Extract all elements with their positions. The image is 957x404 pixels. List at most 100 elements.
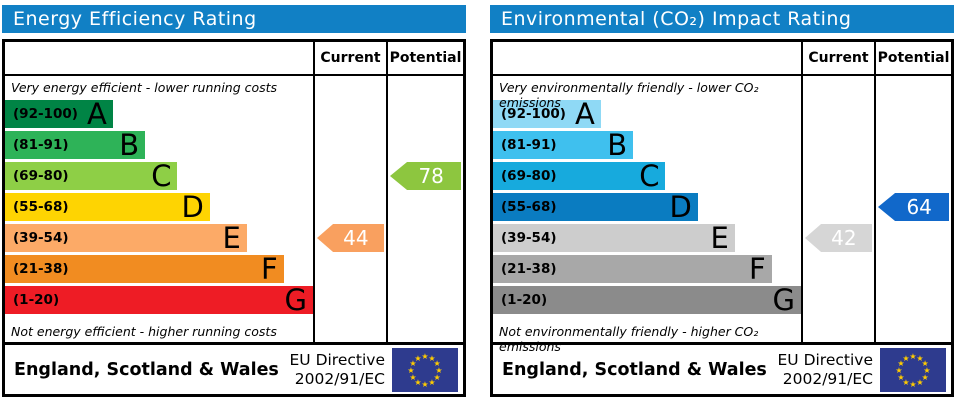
band-letter: A [86, 97, 107, 131]
band-row: (81-91) B [5, 131, 313, 162]
svg-text:★: ★ [922, 373, 929, 382]
svg-text:★: ★ [414, 353, 421, 362]
svg-text:★: ★ [923, 366, 930, 375]
svg-text:★: ★ [434, 373, 441, 382]
band-range: (21-38) [501, 261, 557, 277]
svg-text:★: ★ [421, 380, 428, 389]
eu-directive-line1: EU Directive [289, 350, 386, 369]
band-range: (21-38) [13, 261, 69, 277]
energy-efficiency-panel: Energy Efficiency Rating Current Potenti… [2, 5, 466, 397]
potential-column-header: Potential [874, 42, 951, 74]
band-a: (92-100) A [5, 97, 113, 131]
svg-text:★: ★ [409, 359, 416, 368]
potential-column: 78 [386, 76, 463, 343]
band-row: (81-91) B [493, 131, 801, 162]
band-b: (81-91) B [493, 128, 634, 162]
eu-flag-icon: ★ ★★★★★★★★★★★ [392, 347, 458, 392]
band-g: (1-20) G [493, 286, 801, 315]
band-letter: A [574, 97, 595, 131]
svg-text:★: ★ [407, 366, 414, 375]
bands: (92-100) A (81-91) B (69-80) C [493, 100, 801, 317]
band-range: (55-68) [501, 199, 557, 215]
svg-text:★: ★ [909, 352, 916, 361]
band-row: (39-54) E [493, 224, 801, 255]
band-row: (69-80) C [493, 162, 801, 193]
band-letter: D [669, 190, 692, 224]
band-range: (69-80) [13, 168, 69, 184]
band-letter: F [749, 252, 766, 286]
current-column: 44 [313, 76, 386, 343]
current-column: 42 [801, 76, 874, 343]
band-f: (21-38) F [493, 252, 772, 286]
current-column-header: Current [801, 42, 874, 74]
rating-scale: Very environmentally friendly - lower CO… [493, 76, 801, 354]
eu-directive-line2: 2002/91/EC [294, 369, 385, 388]
current-rating-arrow: 44 [317, 224, 384, 252]
band-range: (81-91) [13, 137, 69, 153]
band-row: (92-100) A [493, 100, 801, 131]
table-body: Very environmentally friendly - lower CO… [493, 76, 951, 354]
current-column-header: Current [313, 42, 386, 74]
table-footer: England, Scotland & Wales EU Directive 2… [493, 342, 951, 394]
band-b: (81-91) B [5, 128, 146, 162]
band-range: (1-20) [13, 292, 60, 308]
bottom-caption: Not energy efficient - higher running co… [11, 324, 277, 339]
svg-text:★: ★ [916, 378, 923, 387]
table-footer: England, Scotland & Wales EU Directive 2… [5, 342, 463, 394]
region-label: England, Scotland & Wales [502, 359, 767, 380]
band-c: (69-80) C [5, 159, 178, 193]
band-row: (1-20) G [5, 286, 313, 317]
svg-text:★: ★ [414, 378, 421, 387]
band-letter: E [710, 221, 729, 255]
eu-directive-label: EU Directive 2002/91/EC [290, 351, 386, 388]
band-a: (92-100) A [493, 97, 601, 131]
band-range: (92-100) [501, 106, 566, 122]
band-range: (39-54) [501, 230, 557, 246]
band-letter: C [151, 159, 172, 193]
svg-text:★: ★ [902, 378, 909, 387]
svg-text:★: ★ [895, 366, 902, 375]
band-letter: D [181, 190, 204, 224]
svg-text:★: ★ [409, 373, 416, 382]
band-range: (1-20) [501, 292, 548, 308]
eu-directive-line1: EU Directive [777, 350, 874, 369]
potential-column: 64 [874, 76, 951, 343]
svg-text:★: ★ [922, 359, 929, 368]
band-row: (92-100) A [5, 100, 313, 131]
svg-text:★: ★ [909, 380, 916, 389]
region-label: England, Scotland & Wales [14, 359, 279, 380]
panel-title: Energy Efficiency Rating [2, 5, 466, 33]
band-row: (1-20) G [493, 286, 801, 317]
rating-table: Current Potential Very energy efficient … [2, 39, 466, 397]
svg-text:★: ★ [897, 359, 904, 368]
svg-text:★: ★ [916, 353, 923, 362]
panel-title: Environmental (CO₂) Impact Rating [490, 5, 954, 33]
band-letter: B [607, 128, 628, 162]
current-rating-value: 44 [343, 226, 369, 250]
band-row: (21-38) F [5, 255, 313, 286]
band-letter: B [119, 128, 140, 162]
band-row: (21-38) F [493, 255, 801, 286]
band-e: (39-54) E [5, 224, 247, 253]
band-range: (69-80) [501, 168, 557, 184]
eu-directive-label: EU Directive 2002/91/EC [778, 351, 874, 388]
band-range: (81-91) [501, 137, 557, 153]
top-caption: Very energy efficient - lower running co… [11, 80, 278, 95]
potential-rating-arrow: 78 [390, 162, 461, 190]
table-header-row: Current Potential [493, 42, 951, 76]
band-row: (55-68) D [5, 193, 313, 224]
top-caption: Very environmentally friendly - lower CO… [499, 80, 759, 110]
current-rating-arrow: 42 [805, 224, 872, 252]
band-d: (55-68) D [493, 190, 698, 224]
band-letter: C [639, 159, 660, 193]
potential-column-header: Potential [386, 42, 463, 74]
eu-flag-icon: ★ ★★★★★★★★★★★ [880, 347, 946, 392]
band-letter: F [261, 252, 278, 286]
band-c: (69-80) C [493, 159, 666, 193]
header-spacer [493, 42, 801, 74]
band-letter: G [284, 283, 307, 317]
eu-directive-line2: 2002/91/EC [782, 369, 873, 388]
svg-text:★: ★ [421, 352, 428, 361]
environmental-impact-panel: Environmental (CO₂) Impact Rating Curren… [490, 5, 954, 397]
